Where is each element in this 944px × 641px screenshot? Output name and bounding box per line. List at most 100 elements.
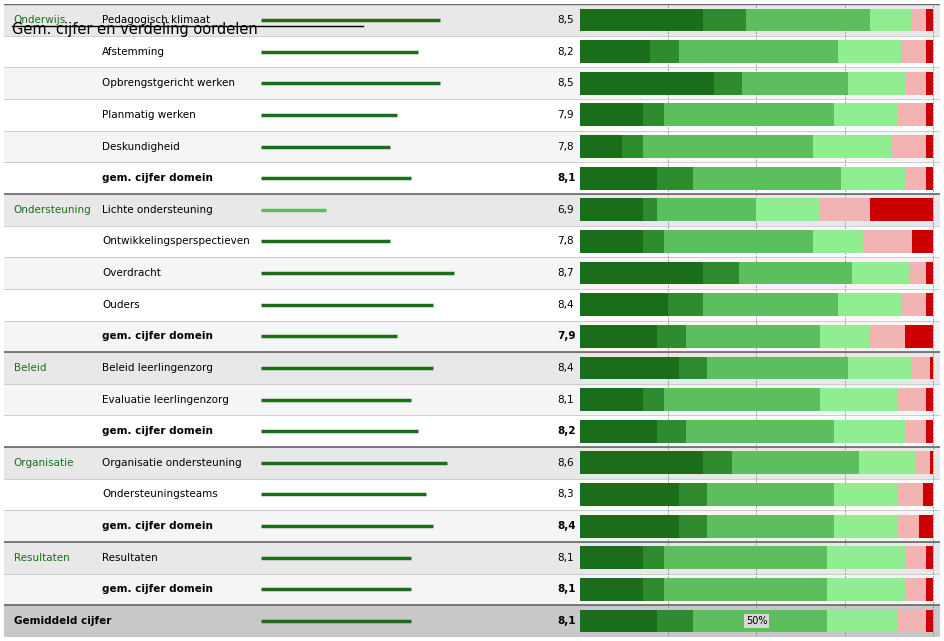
Bar (4, 289, 940, 320)
Bar (580, 578, 643, 601)
Text: 8,1: 8,1 (557, 553, 574, 563)
Bar (580, 294, 668, 316)
Bar (4, 99, 940, 131)
Bar (707, 515, 834, 538)
Bar (580, 262, 703, 285)
Bar (657, 420, 685, 442)
Text: Organisatie: Organisatie (13, 458, 74, 468)
Bar (643, 230, 665, 253)
Bar (898, 103, 926, 126)
Bar (756, 199, 820, 221)
Text: 8,5: 8,5 (557, 78, 574, 88)
Bar (739, 262, 851, 285)
Bar (703, 294, 837, 316)
Bar (902, 40, 926, 63)
Text: Beleid: Beleid (13, 363, 46, 373)
Bar (827, 578, 905, 601)
Bar (732, 451, 859, 474)
Text: Organisatie ondersteuning: Organisatie ondersteuning (102, 458, 242, 468)
Bar (827, 546, 905, 569)
Bar (4, 447, 940, 479)
Bar (703, 8, 746, 31)
Bar (4, 352, 940, 384)
Bar (580, 546, 643, 569)
Text: 6,9: 6,9 (557, 204, 574, 215)
Bar (742, 72, 849, 95)
Text: Evaluatie leerlingenzorg: Evaluatie leerlingenzorg (102, 395, 229, 404)
Text: 7,9: 7,9 (557, 110, 574, 120)
Bar (834, 420, 905, 442)
Bar (580, 483, 679, 506)
Bar (4, 67, 940, 99)
Bar (922, 483, 934, 506)
Bar (4, 162, 940, 194)
Bar (926, 167, 934, 190)
Text: 8,2: 8,2 (557, 47, 574, 56)
Bar (665, 230, 813, 253)
Bar (834, 483, 898, 506)
Bar (668, 294, 703, 316)
Bar (657, 325, 685, 347)
Bar (891, 135, 926, 158)
Bar (813, 230, 863, 253)
Bar (643, 199, 657, 221)
Text: gem. cijfer domein: gem. cijfer domein (102, 331, 213, 341)
Bar (580, 230, 643, 253)
Bar (898, 483, 922, 506)
Bar (4, 384, 940, 415)
Bar (580, 135, 622, 158)
Text: Gem. cijfer en verdeling oordelen: Gem. cijfer en verdeling oordelen (12, 22, 258, 37)
Bar (643, 135, 813, 158)
Bar (643, 388, 665, 411)
Bar (665, 546, 827, 569)
Text: Onderwijs: Onderwijs (13, 15, 66, 25)
Text: 8,1: 8,1 (557, 173, 576, 183)
Bar (665, 388, 820, 411)
Bar (580, 325, 657, 347)
Text: gem. cijfer domein: gem. cijfer domein (102, 173, 213, 183)
Bar (714, 72, 742, 95)
Bar (622, 135, 643, 158)
Bar (837, 40, 902, 63)
Bar (580, 388, 643, 411)
Bar (869, 8, 912, 31)
Bar (930, 451, 934, 474)
Bar (827, 610, 898, 633)
Bar (679, 515, 707, 538)
Bar (679, 40, 837, 63)
Bar (820, 325, 869, 347)
Bar (916, 451, 930, 474)
Text: Resultaten: Resultaten (102, 553, 159, 563)
Text: Ouders: Ouders (102, 300, 140, 310)
Bar (4, 194, 940, 226)
Bar (4, 574, 940, 605)
Bar (580, 199, 643, 221)
Bar (869, 325, 905, 347)
Bar (693, 610, 827, 633)
Bar (746, 8, 869, 31)
Bar (665, 103, 834, 126)
Text: 7,8: 7,8 (557, 142, 574, 151)
Text: Lichte ondersteuning: Lichte ondersteuning (102, 204, 213, 215)
Text: Overdracht: Overdracht (102, 268, 161, 278)
Bar (707, 356, 849, 379)
Text: 7,9: 7,9 (557, 331, 576, 341)
Bar (912, 356, 930, 379)
Bar (834, 103, 898, 126)
Text: gem. cijfer domein: gem. cijfer domein (102, 521, 213, 531)
Text: 8,1: 8,1 (557, 395, 574, 404)
Text: 8,5: 8,5 (557, 15, 574, 25)
Bar (926, 103, 934, 126)
Text: 8,1: 8,1 (557, 616, 576, 626)
Bar (849, 356, 912, 379)
Bar (926, 72, 934, 95)
Bar (905, 420, 926, 442)
Text: Beleid leerlingenzorg: Beleid leerlingenzorg (102, 363, 213, 373)
Bar (930, 356, 934, 379)
Text: 8,4: 8,4 (557, 363, 574, 373)
Bar (643, 546, 665, 569)
Bar (926, 135, 934, 158)
Bar (657, 199, 756, 221)
Bar (926, 388, 934, 411)
Bar (4, 257, 940, 289)
